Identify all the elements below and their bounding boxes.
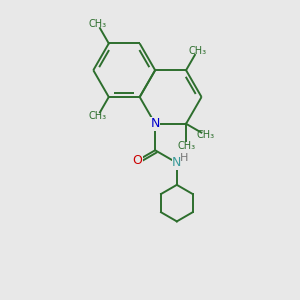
Text: N: N [151,117,160,130]
Text: N: N [172,156,182,169]
Text: H: H [180,153,188,164]
Text: CH₃: CH₃ [196,130,214,140]
Text: CH₃: CH₃ [188,46,206,56]
Text: O: O [132,154,142,167]
Text: CH₃: CH₃ [177,141,195,151]
Text: CH₃: CH₃ [89,19,107,29]
Text: CH₃: CH₃ [89,111,107,121]
